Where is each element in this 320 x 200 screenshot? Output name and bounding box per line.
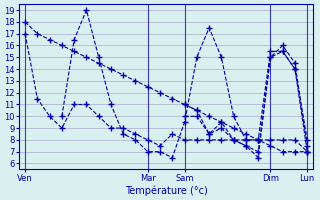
X-axis label: Température (°c): Température (°c): [125, 185, 208, 196]
